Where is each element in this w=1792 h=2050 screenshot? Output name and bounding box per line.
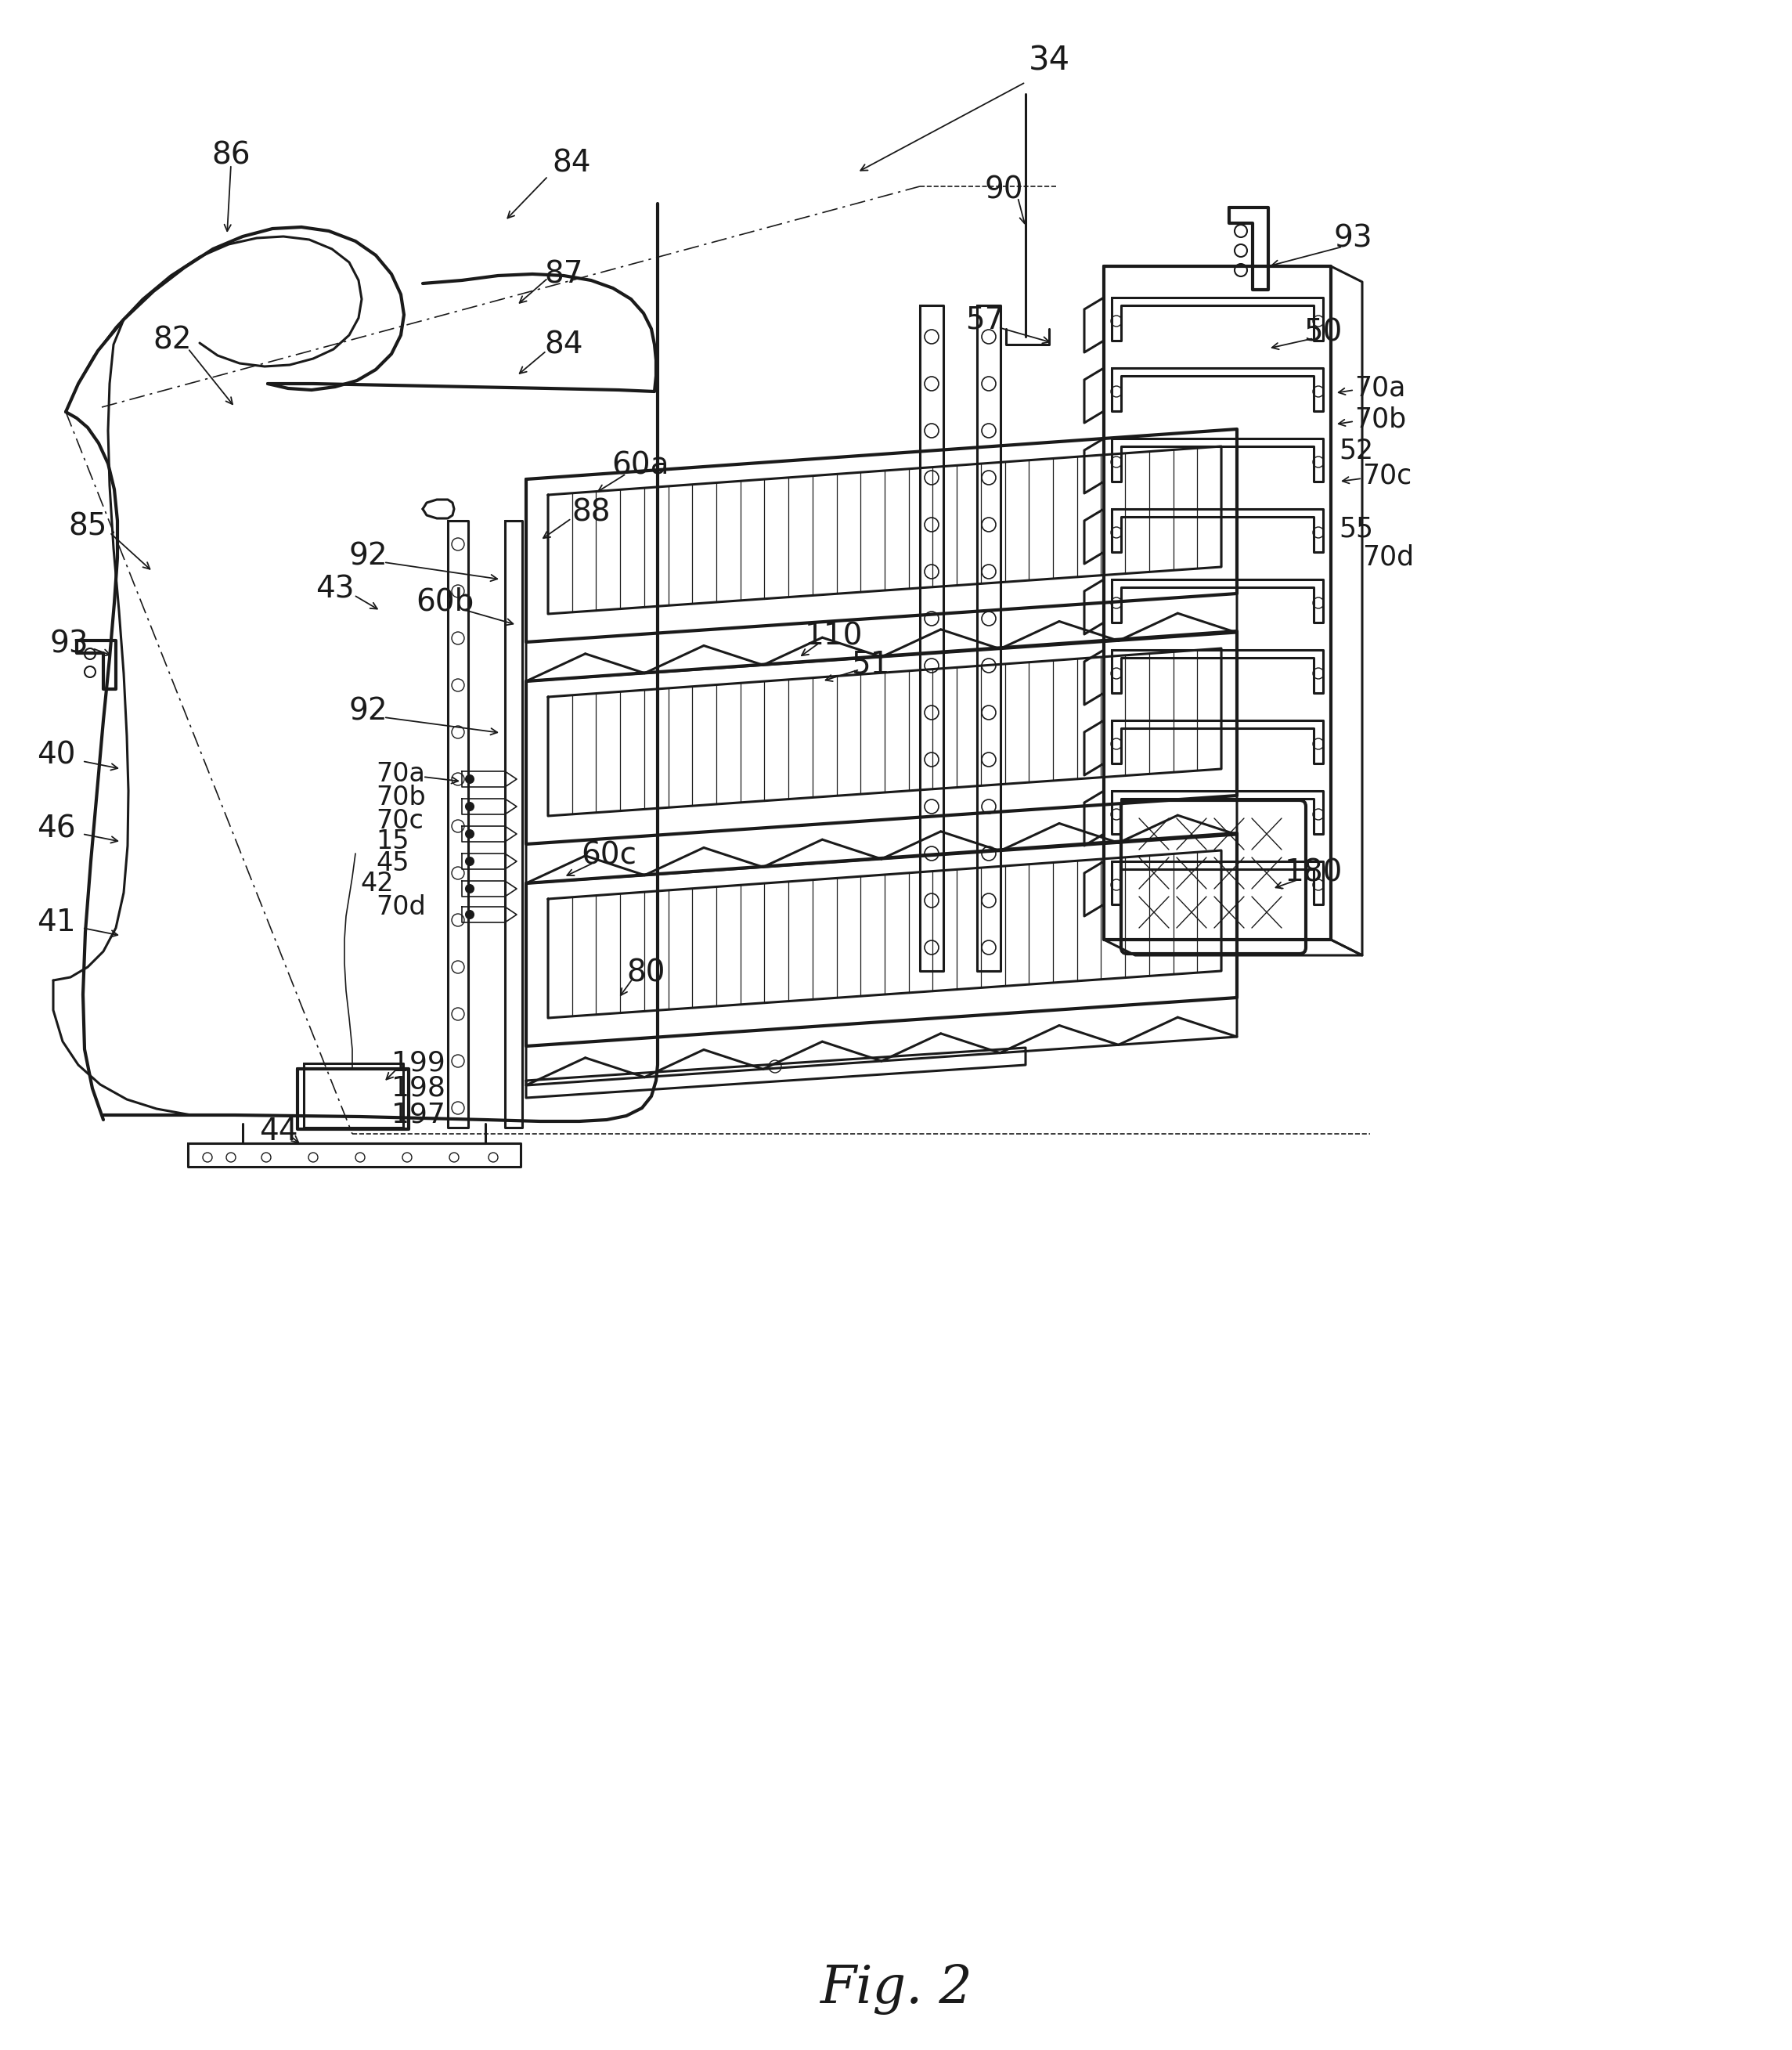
- Text: 86: 86: [211, 139, 251, 170]
- Text: 82: 82: [152, 326, 192, 355]
- Text: 60b: 60b: [416, 586, 473, 617]
- Text: 34: 34: [1029, 45, 1070, 78]
- Text: 60a: 60a: [611, 451, 668, 482]
- Text: 93: 93: [1333, 223, 1373, 254]
- Text: 70a: 70a: [376, 761, 425, 787]
- Text: 70c: 70c: [1362, 463, 1412, 490]
- Text: 84: 84: [545, 330, 582, 359]
- Text: 70d: 70d: [376, 894, 426, 920]
- Text: 198: 198: [391, 1074, 444, 1101]
- Circle shape: [466, 886, 473, 892]
- Circle shape: [466, 804, 473, 810]
- Text: 199: 199: [391, 1050, 444, 1076]
- Text: 44: 44: [260, 1117, 297, 1146]
- Circle shape: [466, 910, 473, 918]
- Text: 51: 51: [851, 650, 891, 679]
- Text: 70c: 70c: [376, 808, 423, 834]
- Text: 90: 90: [984, 174, 1023, 205]
- Text: 84: 84: [552, 148, 591, 178]
- Text: 80: 80: [627, 957, 665, 988]
- Text: 87: 87: [545, 258, 582, 289]
- Text: 43: 43: [315, 574, 355, 603]
- Circle shape: [466, 857, 473, 865]
- Circle shape: [466, 830, 473, 838]
- Text: 40: 40: [38, 740, 75, 771]
- Text: 55: 55: [1339, 515, 1373, 541]
- Text: 60c: 60c: [581, 840, 636, 869]
- Text: 93: 93: [50, 629, 88, 658]
- Text: 197: 197: [391, 1101, 444, 1128]
- Text: 110: 110: [805, 621, 864, 650]
- Text: 92: 92: [348, 697, 387, 726]
- Text: 46: 46: [38, 814, 75, 843]
- Text: 70b: 70b: [1355, 406, 1407, 433]
- Text: 15: 15: [376, 828, 409, 855]
- Text: Fig. 2: Fig. 2: [819, 1964, 971, 2015]
- Text: 57: 57: [966, 305, 1004, 334]
- Text: 41: 41: [38, 908, 75, 937]
- Text: 42: 42: [360, 871, 394, 896]
- Text: 52: 52: [1339, 437, 1373, 463]
- Text: 70d: 70d: [1362, 543, 1414, 570]
- Text: 92: 92: [348, 541, 387, 570]
- Text: 50: 50: [1305, 318, 1342, 349]
- Text: 180: 180: [1285, 859, 1342, 888]
- Text: 45: 45: [376, 851, 409, 875]
- Text: 70a: 70a: [1355, 375, 1405, 402]
- Text: 88: 88: [572, 498, 611, 527]
- Circle shape: [466, 775, 473, 783]
- Text: 85: 85: [68, 510, 108, 541]
- Text: 70b: 70b: [376, 785, 426, 810]
